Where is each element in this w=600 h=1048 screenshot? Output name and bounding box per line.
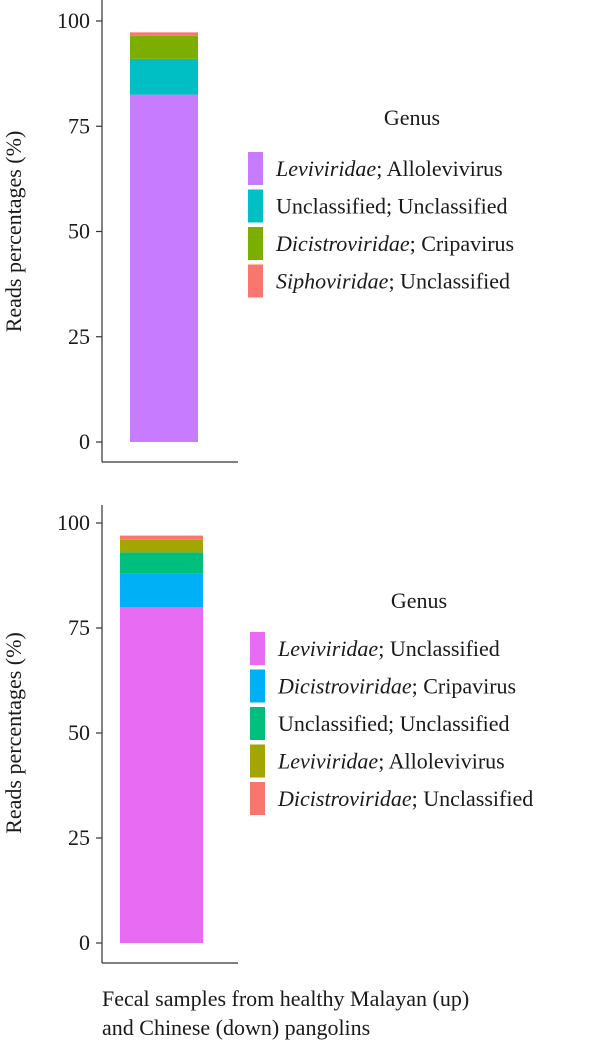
legend-family: Leviviridae [277, 636, 378, 661]
legend-genus: ; Unclassified [386, 194, 508, 219]
legend-family: Dicistroviridae [275, 231, 410, 256]
x-axis-caption: Fecal samples from healthy Malayan (up) … [102, 984, 600, 1042]
bar-segment-1 [130, 94, 198, 443]
chart-panel-2: 0 25 50 75 100 Reads percentages (%) Genus Levi… [1, 505, 533, 964]
y-tick-label: 100 [57, 8, 90, 33]
legend-swatch [250, 669, 265, 703]
legend-label: Dicistroviridae; Cripavirus [277, 674, 516, 699]
legend-item-4: Leviviridae; Allolevivirus [250, 744, 505, 778]
chart-panel-1: 0 25 50 75 100 Reads percentages (%) Genus Levi… [1, 0, 514, 463]
legend-family: Unclassified [276, 194, 386, 219]
legend-genus: ; Allolevivirus [378, 749, 505, 774]
legend-item-3: Unclassified; Unclassified [250, 707, 510, 740]
legend-swatch [248, 264, 263, 298]
legend-label: Leviviridae; Allolevivirus [275, 156, 503, 181]
y-tick-label: 50 [68, 219, 90, 244]
y-tick-label: 25 [68, 825, 90, 850]
legend-item-4: Siphoviridae; Unclassified [248, 264, 510, 298]
legend-item-1: Leviviridae; Allolevivirus [248, 152, 503, 185]
legend-item-5: Dicistroviridae; Unclassified [250, 782, 533, 815]
bar-segment-3 [130, 35, 198, 59]
y-tick-label: 25 [68, 324, 90, 349]
y-tick-label: 75 [68, 113, 90, 138]
legend-swatch [250, 632, 265, 665]
legend-item-2: Dicistroviridae; Cripavirus [250, 669, 516, 703]
y-tick-label: 100 [57, 510, 90, 535]
legend-family: Dicistroviridae [277, 786, 412, 811]
bar-segment-3 [120, 552, 203, 574]
legend-label: Leviviridae; Allolevivirus [277, 749, 505, 774]
legend-label: Leviviridae; Unclassified [277, 636, 500, 661]
legend-label: Dicistroviridae; Cripavirus [275, 231, 514, 256]
legend-genus: ; Unclassified [412, 786, 534, 811]
bar-segment-2 [130, 58, 198, 95]
bar-segment-5 [120, 535, 203, 540]
legend-genus: ; Cripavirus [412, 674, 517, 699]
y-axis-title: Reads percentages (%) [1, 632, 26, 834]
legend-family: Leviviridae [277, 749, 378, 774]
legend-genus: ; Unclassified [378, 636, 500, 661]
y-tick-label: 0 [79, 930, 90, 955]
legend-swatch [250, 707, 265, 740]
legend-swatch [248, 189, 263, 223]
y-tick-label: 0 [79, 429, 90, 454]
legend-item-1: Leviviridae; Unclassified [250, 632, 500, 665]
y-axis-title: Reads percentages (%) [1, 131, 26, 333]
legend-genus: ; Cripavirus [410, 231, 515, 256]
legend-swatch [248, 227, 263, 260]
bar-segment-2 [120, 573, 203, 607]
legend-swatch [250, 744, 265, 778]
legend-genus: ; Allolevivirus [376, 156, 503, 181]
legend-label: Unclassified; Unclassified [276, 194, 508, 219]
legend-family: Dicistroviridae [277, 674, 412, 699]
y-tick-label: 75 [68, 615, 90, 640]
caption-line-1: Fecal samples from healthy Malayan (up) [102, 986, 470, 1011]
legend-family: Leviviridae [275, 156, 376, 181]
y-tick-label: 50 [68, 720, 90, 745]
legend-item-2: Unclassified; Unclassified [248, 189, 508, 223]
legend-label: Dicistroviridae; Unclassified [277, 786, 533, 811]
legend-genus: ; Unclassified [388, 711, 510, 736]
bar-segment-4 [120, 539, 203, 553]
legend-swatch [250, 782, 265, 815]
bar-segment-1 [120, 607, 203, 943]
legend-family: Unclassified [278, 711, 388, 736]
legend-swatch [248, 152, 263, 185]
legend-label: Unclassified; Unclassified [278, 711, 510, 736]
caption-line-2: and Chinese (down) pangolins [102, 1015, 371, 1040]
legend-title: Genus [391, 588, 447, 613]
legend-family: Siphoviridae [276, 269, 389, 294]
legend-label: Siphoviridae; Unclassified [276, 269, 510, 294]
legend-item-3: Dicistroviridae; Cripavirus [248, 227, 514, 260]
bar-segment-4 [130, 32, 198, 36]
legend-genus: ; Unclassified [388, 269, 510, 294]
legend-title: Genus [384, 105, 440, 130]
